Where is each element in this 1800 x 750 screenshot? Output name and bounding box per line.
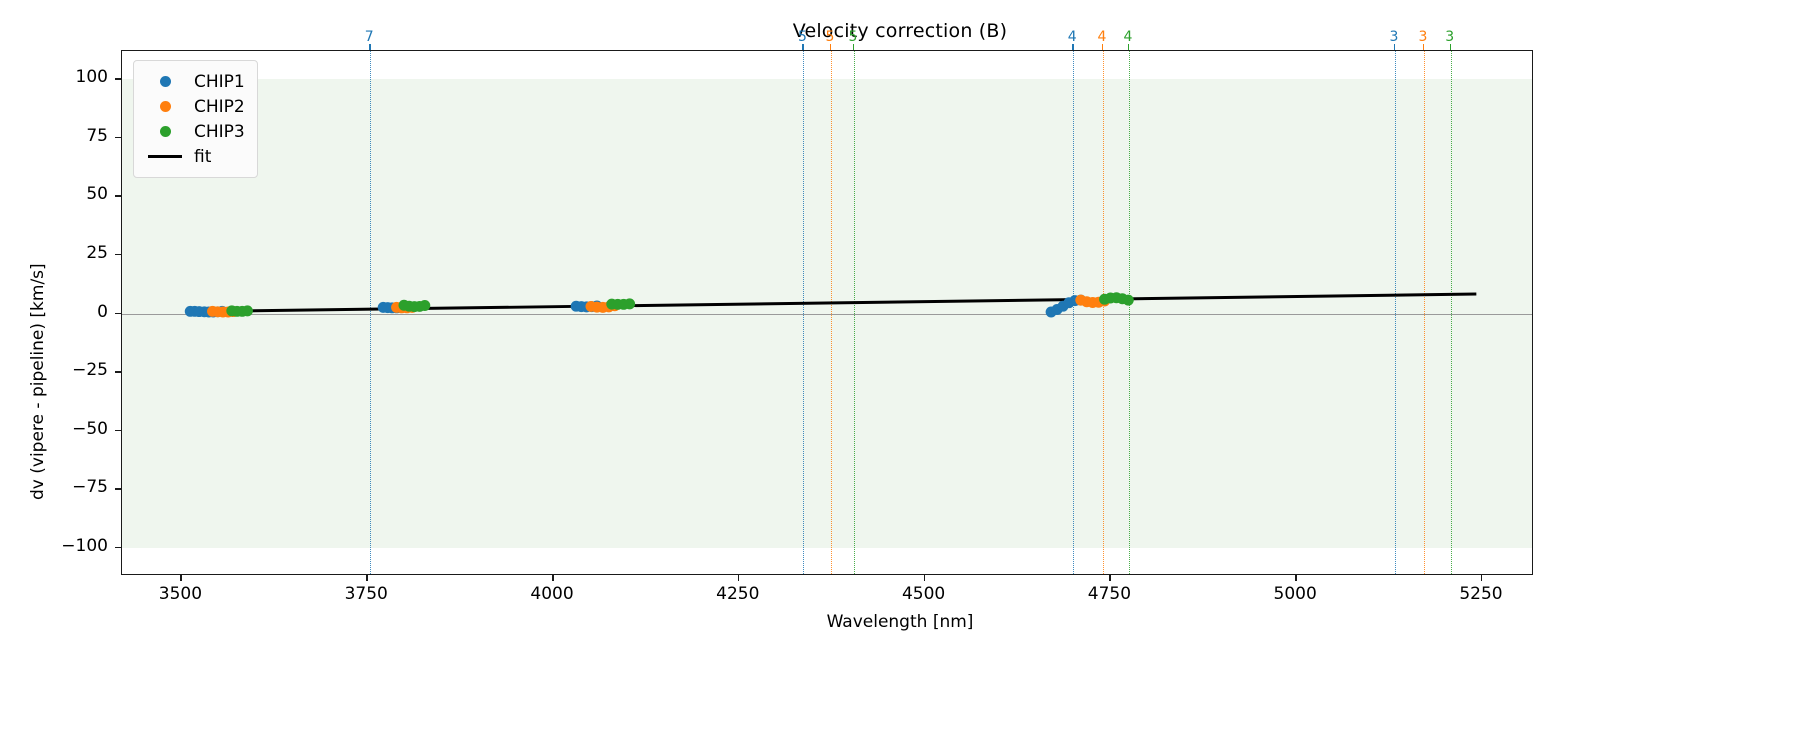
y-tick-label: 25 (86, 242, 108, 263)
y-tick-label: −75 (72, 477, 108, 498)
y-tick-mark (115, 371, 121, 373)
x-tick-mark (180, 575, 182, 581)
x-tick-label: 3500 (158, 584, 203, 604)
y-tick-mark (115, 312, 121, 314)
y-tick-mark (115, 195, 121, 197)
data-point (419, 300, 431, 311)
x-tick-mark (923, 575, 926, 581)
order-boundary-line (1424, 51, 1425, 574)
series-chip2 (207, 294, 1111, 318)
order-boundary-line (1073, 51, 1075, 574)
y-axis-label: dv (vipere - pipeline) [km/s] (28, 263, 48, 500)
legend-label: CHIP3 (194, 121, 245, 142)
x-tick-label: 5000 (1273, 584, 1317, 604)
legend-item-chip2[interactable]: CHIP2 (144, 94, 245, 119)
series-chip3 (226, 292, 1134, 317)
order-tick-mark (1394, 44, 1396, 50)
y-tick-mark (115, 429, 121, 432)
legend-line-icon (148, 155, 182, 158)
order-number-label: 3 (1445, 29, 1455, 45)
y-tick-label: 100 (75, 67, 108, 88)
legend-label: CHIP2 (194, 96, 245, 117)
x-tick-label: 4000 (530, 584, 574, 604)
x-tick-mark (1295, 575, 1297, 581)
zero-reference-line (122, 313, 1532, 315)
x-tick-label: 4750 (1087, 584, 1132, 604)
y-tick-mark (115, 253, 121, 256)
order-number-label: 5 (825, 29, 835, 45)
x-axis-label: Wavelength [nm] (826, 612, 974, 632)
y-tick-mark (115, 546, 121, 549)
y-tick-label: −50 (72, 418, 108, 439)
y-tick-label: 75 (86, 125, 108, 146)
order-tick-mark (829, 44, 832, 50)
data-points-layer (184, 292, 1134, 318)
order-boundary-line (1450, 51, 1452, 574)
legend-swatch (144, 155, 186, 158)
x-tick-label: 4500 (901, 584, 946, 604)
order-boundary-line (830, 51, 832, 574)
order-tick-mark (1127, 44, 1130, 50)
y-tick-mark (115, 78, 121, 80)
order-number-label: 3 (1418, 29, 1428, 45)
x-tick-mark (737, 575, 740, 581)
x-tick-label: 4250 (716, 584, 760, 604)
legend-dot-icon (159, 76, 171, 87)
order-tick-mark (853, 44, 855, 50)
order-tick-mark (1423, 44, 1425, 50)
data-point (241, 305, 253, 317)
order-number-label: 5 (848, 29, 858, 45)
order-boundary-line (854, 51, 855, 574)
legend-swatch (144, 126, 186, 137)
legend-swatch (144, 76, 186, 87)
legend-label: fit (194, 146, 212, 167)
y-tick-label: −25 (72, 360, 108, 381)
order-tick-mark (802, 44, 804, 50)
legend-item-fit[interactable]: fit (144, 144, 245, 169)
order-tick-mark (1072, 44, 1074, 50)
x-tick-mark (1109, 575, 1111, 581)
order-boundary-line (1128, 51, 1130, 574)
legend-swatch (144, 101, 186, 112)
x-tick-mark (366, 575, 368, 581)
chart-title: Velocity correction (B) (792, 20, 1008, 42)
order-tick-mark (1449, 44, 1452, 50)
legend-label: CHIP1 (194, 71, 245, 92)
x-tick-label: 5250 (1459, 584, 1503, 604)
x-tick-mark (1480, 575, 1483, 581)
series-chip1 (184, 294, 1087, 318)
order-number-label: 3 (1389, 29, 1399, 45)
order-number-label: 4 (1123, 29, 1133, 45)
data-point (624, 298, 636, 310)
legend-item-chip1[interactable]: CHIP1 (144, 69, 245, 94)
order-boundary-line (1395, 51, 1397, 574)
legend-item-chip3[interactable]: CHIP3 (144, 119, 245, 144)
x-tick-label: 3750 (344, 584, 388, 604)
order-number-label: 5 (798, 29, 807, 45)
legend-dot-icon (159, 101, 171, 112)
order-boundary-line (803, 51, 805, 574)
plot-area (121, 50, 1533, 575)
order-number-label: 4 (1097, 29, 1107, 45)
y-tick-label: 50 (86, 184, 108, 205)
order-tick-mark (369, 44, 371, 50)
y-tick-mark (115, 488, 121, 490)
y-tick-mark (115, 136, 121, 139)
order-boundary-line (1102, 51, 1104, 574)
order-number-label: 4 (1067, 29, 1077, 45)
order-boundary-line (370, 51, 372, 574)
order-tick-mark (1101, 44, 1104, 50)
y-tick-label: −100 (61, 535, 108, 556)
order-number-label: 7 (364, 29, 374, 45)
legend-dot-icon (159, 126, 171, 137)
data-point (1122, 294, 1134, 306)
y-tick-label: 0 (97, 301, 108, 322)
legend: CHIP1 CHIP2 CHIP3 fit (133, 60, 258, 178)
x-tick-mark (552, 575, 554, 581)
